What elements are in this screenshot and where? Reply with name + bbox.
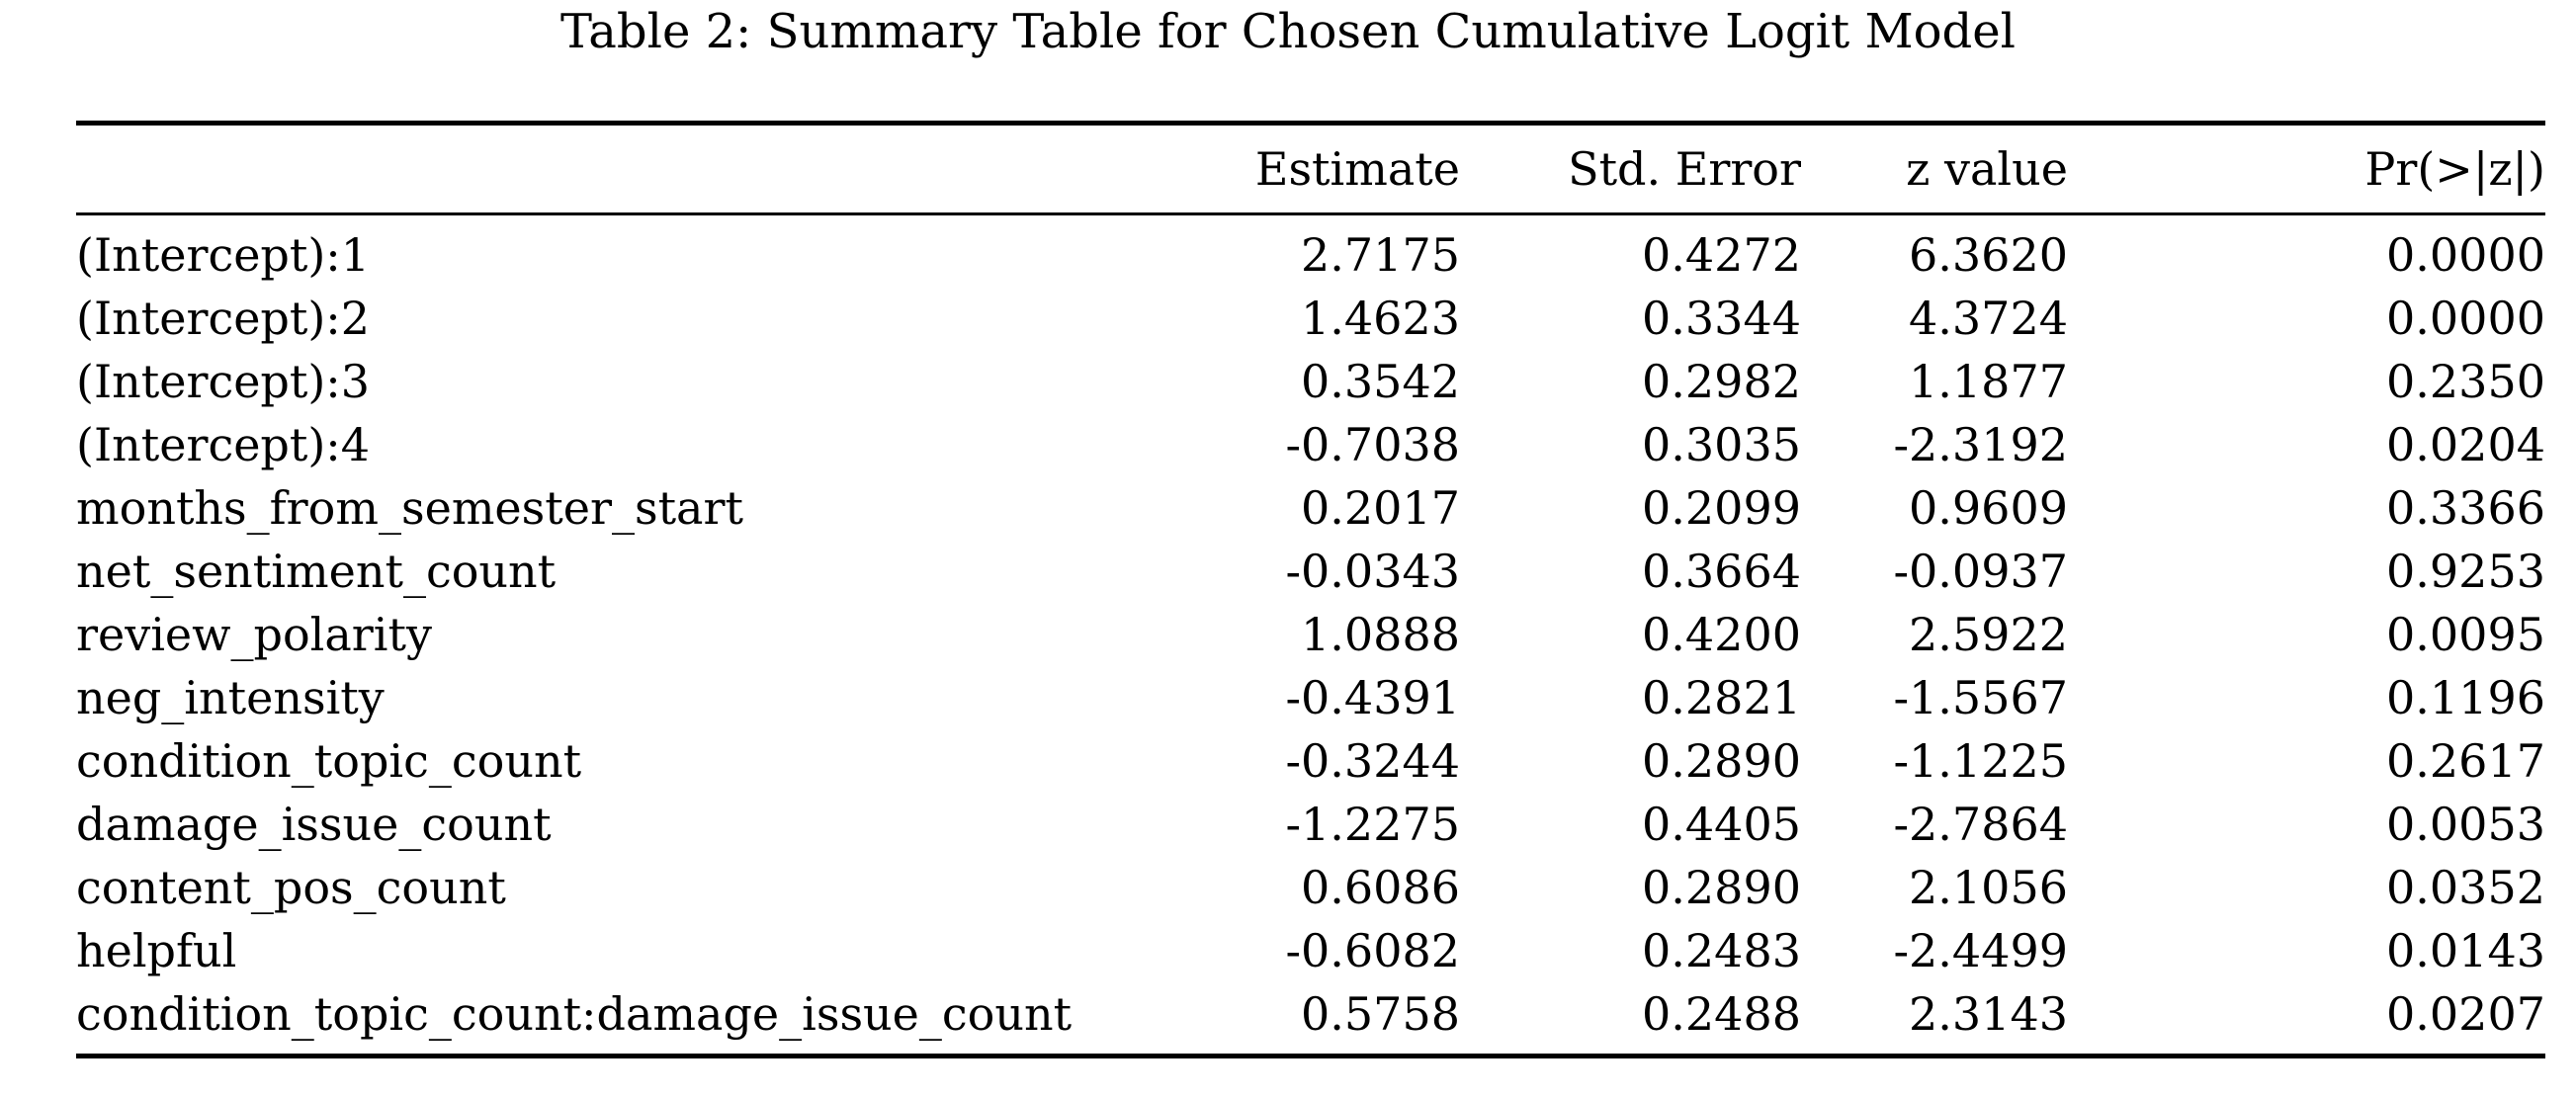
cell-z-value: 1.1877 — [1909, 355, 2068, 408]
table-row: condition_topic_count:damage_issue_count… — [76, 982, 2545, 1057]
cell-p-value: 0.0095 — [2386, 608, 2545, 661]
cell-std-error: 0.4200 — [1642, 608, 1801, 661]
cell-term: months_from_semester_start — [76, 481, 743, 535]
cell-std-error: 0.3344 — [1642, 292, 1801, 345]
cell-estimate: -0.6082 — [1285, 924, 1461, 977]
cell-z-value: 0.9609 — [1909, 481, 2068, 535]
table-row: condition_topic_count -0.3244 0.2890 -1.122… — [76, 729, 2545, 793]
cell-z-value: 2.3143 — [1909, 987, 2068, 1041]
cell-estimate: 1.0888 — [1301, 608, 1460, 661]
cell-term: damage_issue_count — [76, 798, 552, 851]
header-term — [76, 124, 1124, 214]
cell-estimate: 0.6086 — [1301, 861, 1460, 914]
cell-term: net_sentiment_count — [76, 545, 557, 598]
summary-table: Estimate Std. Error z value Pr(>|z|) (In… — [76, 121, 2545, 1058]
cell-z-value: -2.7864 — [1893, 798, 2069, 851]
table-row: (Intercept):4 -0.7038 0.3035 -2.3192 0.0204 — [76, 413, 2545, 476]
cell-std-error: 0.3664 — [1642, 545, 1801, 598]
cell-p-value: 0.0000 — [2386, 228, 2545, 282]
table-row: (Intercept):1 2.7175 0.4272 6.3620 0.0000 — [76, 214, 2545, 288]
cell-term: condition_topic_count — [76, 734, 582, 788]
cell-z-value: 2.5922 — [1909, 608, 2068, 661]
header-p-value: Pr(>|z|) — [2364, 142, 2545, 196]
cell-std-error: 0.2890 — [1642, 734, 1801, 788]
cell-term: (Intercept):4 — [76, 418, 371, 471]
cell-p-value: 0.0000 — [2386, 292, 2545, 345]
cell-term: neg_intensity — [76, 671, 385, 724]
cell-p-value: 0.0207 — [2386, 987, 2545, 1041]
cell-p-value: 0.2350 — [2386, 355, 2545, 408]
cell-estimate: -0.4391 — [1285, 671, 1461, 724]
table-body: (Intercept):1 2.7175 0.4272 6.3620 0.0000 (In… — [76, 214, 2545, 1057]
cell-term: (Intercept):2 — [76, 292, 371, 345]
cell-z-value: 4.3724 — [1909, 292, 2068, 345]
cell-estimate: 2.7175 — [1301, 228, 1460, 282]
table-row: review_polarity 1.0888 0.4200 2.5922 0.0095 — [76, 603, 2545, 666]
cell-z-value: -1.5567 — [1893, 671, 2069, 724]
cell-std-error: 0.3035 — [1642, 418, 1801, 471]
table-row: net_sentiment_count -0.0343 0.3664 -0.0937 0… — [76, 540, 2545, 603]
cell-p-value: 0.9253 — [2386, 545, 2545, 598]
cell-std-error: 0.2483 — [1642, 924, 1801, 977]
cell-estimate: -0.0343 — [1285, 545, 1461, 598]
cell-z-value: 2.1056 — [1909, 861, 2068, 914]
cell-term: content_pos_count — [76, 861, 506, 914]
cell-z-value: -1.1225 — [1893, 734, 2069, 788]
cell-std-error: 0.2099 — [1642, 481, 1801, 535]
cell-std-error: 0.2821 — [1642, 671, 1801, 724]
cell-std-error: 0.2982 — [1642, 355, 1801, 408]
cell-term: (Intercept):1 — [76, 228, 371, 282]
cell-p-value: 0.0053 — [2386, 798, 2545, 851]
cell-z-value: 6.3620 — [1909, 228, 2068, 282]
cell-std-error: 0.4272 — [1642, 228, 1801, 282]
cell-p-value: 0.0352 — [2386, 861, 2545, 914]
table-row: helpful -0.6082 0.2483 -2.4499 0.0143 — [76, 919, 2545, 982]
table-caption: Table 2: Summary Table for Chosen Cumula… — [559, 4, 2017, 59]
cell-std-error: 0.4405 — [1642, 798, 1801, 851]
cell-estimate: 0.3542 — [1301, 355, 1460, 408]
cell-term: (Intercept):3 — [76, 355, 371, 408]
table-row: months_from_semester_start 0.2017 0.2099 0.… — [76, 476, 2545, 540]
cell-estimate: -0.7038 — [1285, 418, 1461, 471]
cell-p-value: 0.3366 — [2386, 481, 2545, 535]
cell-estimate: -1.2275 — [1285, 798, 1461, 851]
cell-p-value: 0.2617 — [2386, 734, 2545, 788]
summary-table-container: Estimate Std. Error z value Pr(>|z|) (In… — [76, 121, 2545, 1058]
cell-p-value: 0.1196 — [2386, 671, 2545, 724]
cell-p-value: 0.0204 — [2386, 418, 2545, 471]
header-row: Estimate Std. Error z value Pr(>|z|) — [76, 123, 2545, 214]
table-header: Estimate Std. Error z value Pr(>|z|) — [76, 123, 2545, 214]
table-row: neg_intensity -0.4391 0.2821 -1.5567 0.1196 — [76, 666, 2545, 729]
cell-term: helpful — [76, 924, 237, 977]
header-std-error: Std. Error — [1568, 142, 1801, 196]
cell-std-error: 0.2890 — [1642, 861, 1801, 914]
cell-std-error: 0.2488 — [1642, 987, 1801, 1041]
header-z-value: z value — [1906, 142, 2068, 196]
cell-estimate: 1.4623 — [1301, 292, 1460, 345]
cell-estimate: 0.5758 — [1301, 987, 1460, 1041]
cell-z-value: -2.4499 — [1893, 924, 2069, 977]
header-estimate: Estimate — [1254, 142, 1460, 196]
cell-term: condition_topic_count:damage_issue_count — [76, 987, 1073, 1041]
cell-estimate: 0.2017 — [1301, 481, 1460, 535]
cell-p-value: 0.0143 — [2386, 924, 2545, 977]
table-row: (Intercept):3 0.3542 0.2982 1.1877 0.2350 — [76, 350, 2545, 413]
table-row: content_pos_count 0.6086 0.2890 2.1056 0.035… — [76, 856, 2545, 919]
cell-estimate: -0.3244 — [1285, 734, 1461, 788]
cell-term: review_polarity — [76, 608, 432, 661]
cell-z-value: -2.3192 — [1893, 418, 2069, 471]
table-row: damage_issue_count -1.2275 0.4405 -2.7864 0.… — [76, 793, 2545, 856]
table-row: (Intercept):2 1.4623 0.3344 4.3724 0.0000 — [76, 287, 2545, 350]
cell-z-value: -0.0937 — [1893, 545, 2069, 598]
